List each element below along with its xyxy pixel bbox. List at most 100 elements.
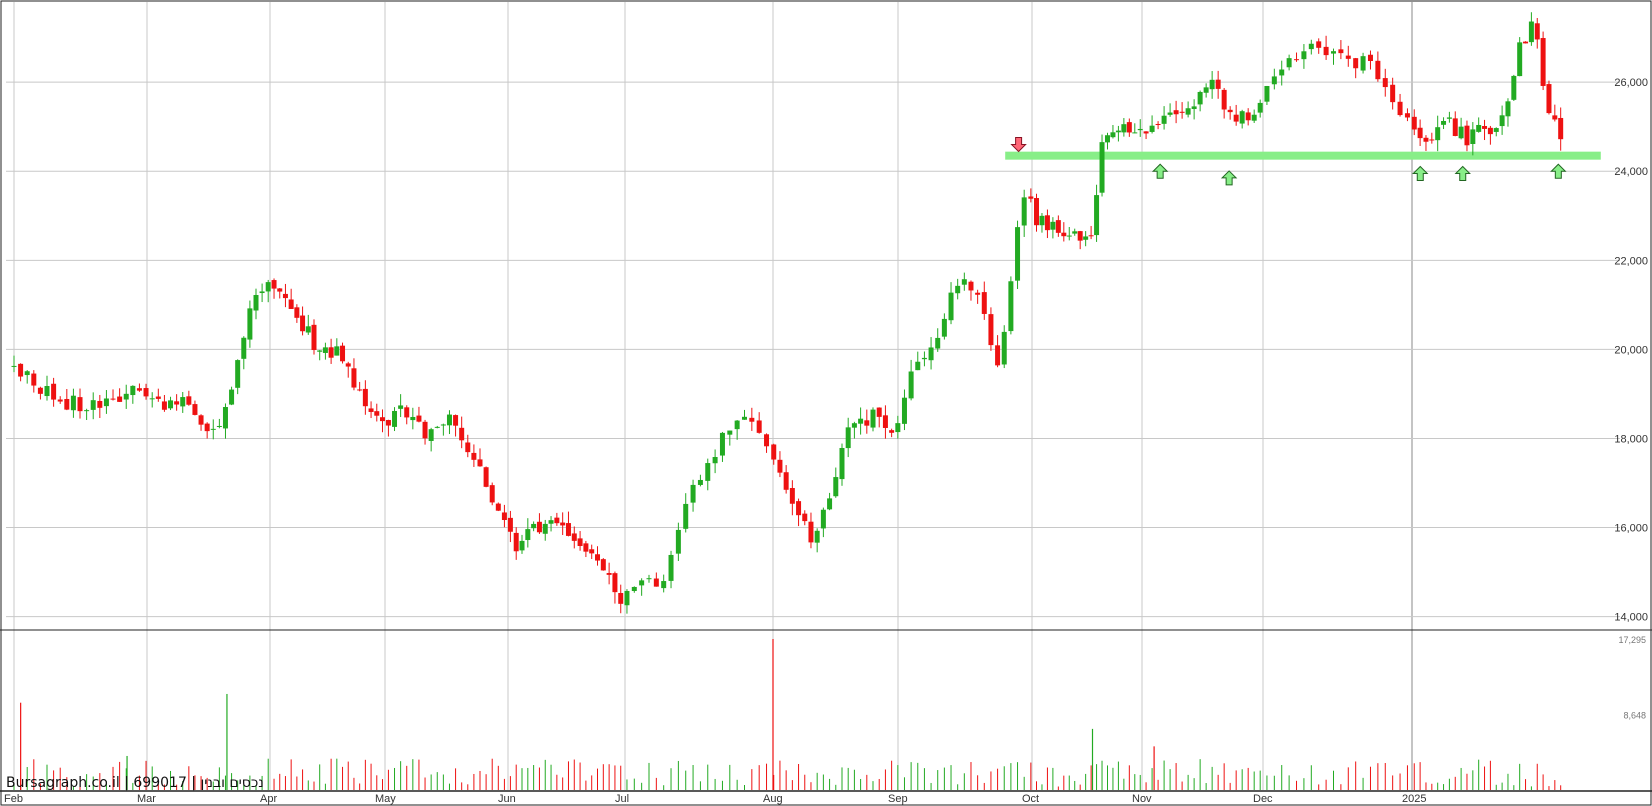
x-tick-label: Aug bbox=[763, 793, 783, 805]
candle-body bbox=[1452, 118, 1458, 136]
candle-body bbox=[727, 430, 733, 435]
volume-tick-label: 17,295 bbox=[1618, 635, 1646, 645]
candle-body bbox=[646, 578, 652, 580]
candle-body bbox=[216, 425, 222, 427]
candle-body bbox=[1476, 124, 1482, 132]
candle-body bbox=[981, 292, 987, 314]
price-tick-label: 26,000 bbox=[1614, 77, 1648, 89]
candle-body bbox=[764, 434, 770, 447]
volume-bars bbox=[13, 639, 1562, 790]
candle-body bbox=[1360, 56, 1366, 71]
candle-body bbox=[374, 411, 380, 416]
price-tick-label: 22,000 bbox=[1614, 255, 1648, 267]
candle-body bbox=[1499, 115, 1505, 127]
candle-body bbox=[465, 442, 471, 453]
candle-body bbox=[495, 503, 501, 511]
candle-body bbox=[1099, 142, 1105, 193]
candle-body bbox=[1528, 21, 1534, 43]
candle-body bbox=[180, 397, 186, 407]
candle-body bbox=[459, 427, 465, 441]
candle-body bbox=[839, 447, 845, 480]
candle-body bbox=[253, 295, 259, 311]
candle-body bbox=[858, 418, 864, 424]
candle-body bbox=[639, 580, 645, 586]
candle-body bbox=[864, 420, 870, 426]
candle-body bbox=[1353, 58, 1359, 69]
candle-body bbox=[851, 423, 857, 428]
x-tick-label: Apr bbox=[260, 793, 277, 805]
candle-body bbox=[948, 292, 954, 321]
candle-body bbox=[392, 410, 398, 427]
candle-body bbox=[683, 503, 689, 529]
candle-body bbox=[1316, 41, 1322, 48]
x-tick-label: Sep bbox=[888, 793, 908, 805]
candle-body bbox=[282, 293, 288, 299]
candle-body bbox=[589, 549, 595, 554]
candle-body bbox=[1132, 132, 1138, 134]
candle-body bbox=[876, 407, 882, 417]
candle-body bbox=[1143, 131, 1149, 134]
candle-body bbox=[1286, 58, 1292, 68]
candle-body bbox=[975, 292, 981, 295]
candle-body bbox=[77, 397, 83, 412]
candle-body bbox=[1008, 281, 1014, 332]
candle-body bbox=[1039, 215, 1045, 226]
buy-arrow-icon bbox=[1412, 165, 1429, 181]
candle-body bbox=[103, 398, 109, 407]
candle-body bbox=[531, 523, 537, 529]
candle-body bbox=[143, 388, 149, 397]
candle-body bbox=[1055, 220, 1061, 233]
candle-body bbox=[168, 400, 174, 409]
candle-body bbox=[446, 414, 452, 426]
candle-body bbox=[271, 280, 277, 289]
candle-body bbox=[404, 407, 410, 418]
candle-body bbox=[24, 371, 30, 376]
candle-body bbox=[560, 522, 566, 526]
candle-body bbox=[1534, 23, 1540, 40]
buy-arrow-icon bbox=[1454, 165, 1471, 181]
candle-body bbox=[507, 517, 513, 532]
candle-body bbox=[668, 554, 674, 581]
candle-body bbox=[440, 424, 446, 426]
x-tick-label: Jul bbox=[615, 793, 629, 805]
candle-body bbox=[734, 420, 740, 430]
candle-body bbox=[1083, 236, 1089, 240]
candle-body bbox=[1227, 109, 1233, 113]
candle-body bbox=[1155, 123, 1161, 126]
candle-body bbox=[368, 408, 374, 412]
candle-body bbox=[1110, 132, 1116, 138]
candle-body bbox=[1458, 126, 1464, 139]
buy-arrow-icon bbox=[1220, 170, 1238, 186]
candle-body bbox=[130, 385, 136, 396]
candle-body bbox=[317, 350, 323, 352]
candle-body bbox=[117, 396, 123, 402]
x-tick-label: Dec bbox=[1253, 793, 1273, 805]
candle-body bbox=[1077, 231, 1083, 241]
candle-body bbox=[259, 291, 265, 294]
candle-body bbox=[1390, 84, 1396, 103]
candle-body bbox=[1482, 126, 1488, 129]
candle-body bbox=[84, 410, 90, 412]
candle-body bbox=[756, 420, 762, 433]
candle-body bbox=[489, 485, 495, 503]
candle-body bbox=[1161, 115, 1167, 124]
candle-body bbox=[1505, 101, 1511, 117]
candle-body bbox=[741, 416, 747, 420]
candle-body bbox=[908, 371, 914, 399]
candle-body bbox=[305, 326, 311, 333]
candle-body bbox=[1121, 124, 1127, 133]
candle-body bbox=[1546, 84, 1552, 114]
candle-body bbox=[565, 523, 571, 536]
candle-body bbox=[398, 405, 404, 409]
candle-body bbox=[1185, 108, 1191, 115]
candle-body bbox=[1050, 221, 1056, 230]
candle-body bbox=[51, 383, 57, 400]
candle-body bbox=[322, 347, 328, 353]
candle-body bbox=[1149, 125, 1155, 132]
candle-body bbox=[1517, 42, 1523, 77]
x-tick-label: Jun bbox=[498, 793, 516, 805]
candle-body bbox=[1088, 235, 1094, 237]
candle-body bbox=[719, 432, 725, 456]
candle-body bbox=[612, 573, 618, 593]
